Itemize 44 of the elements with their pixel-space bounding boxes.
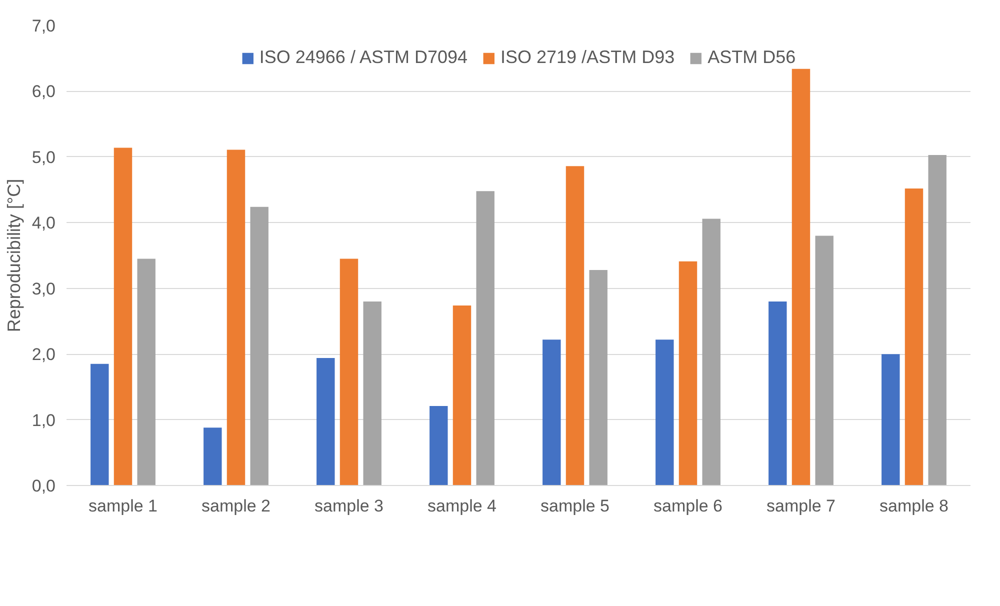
bar	[137, 258, 156, 486]
bar	[430, 406, 448, 486]
bar	[792, 68, 810, 486]
bar	[768, 302, 787, 486]
bar	[90, 364, 109, 486]
x-tick-label: sample 2	[202, 496, 270, 516]
bar	[882, 354, 900, 486]
bar	[904, 188, 924, 486]
bar	[566, 166, 584, 486]
y-axis-title: Reproducibility [°C]	[4, 178, 24, 332]
y-tick-label: 3,0	[32, 279, 56, 298]
legend-label: ASTM D56	[708, 47, 796, 68]
x-tick-label: sample 7	[766, 496, 836, 516]
y-tick-label: 0,0	[32, 476, 56, 496]
bar	[542, 340, 561, 486]
bar	[452, 305, 472, 486]
bar	[476, 191, 494, 486]
bar	[114, 148, 132, 486]
y-tick-label: 2,0	[32, 345, 56, 364]
x-tick-label: sample 6	[654, 496, 722, 516]
x-tick-label: sample 4	[428, 496, 496, 516]
y-tick-label: 1,0	[32, 410, 56, 430]
x-tick-label: sample 3	[314, 496, 384, 516]
bar	[340, 258, 358, 486]
bar	[589, 270, 608, 486]
y-tick-label: 5,0	[32, 148, 56, 167]
bar	[678, 261, 698, 486]
x-tick-label: sample 8	[880, 496, 948, 516]
bar	[363, 302, 382, 486]
legend-label: ISO 2719 /ASTM D93	[500, 47, 675, 68]
bar	[815, 236, 834, 486]
y-tick-label: 7,0	[32, 16, 56, 36]
bar	[702, 218, 720, 486]
bar	[226, 150, 246, 486]
x-tick-label: sample 1	[88, 496, 158, 516]
bar	[928, 154, 946, 486]
x-tick-label: sample 5	[540, 496, 610, 516]
bar	[656, 340, 674, 486]
legend-label: ISO 24966 / ASTM D7094	[259, 47, 468, 68]
bar	[316, 358, 335, 486]
bar	[250, 206, 268, 486]
y-tick-label: 4,0	[32, 214, 56, 233]
y-tick-label: 6,0	[32, 82, 56, 102]
bar	[204, 428, 222, 486]
